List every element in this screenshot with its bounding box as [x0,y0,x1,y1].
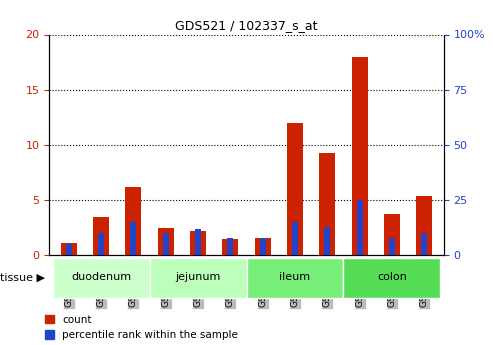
Title: GDS521 / 102337_s_at: GDS521 / 102337_s_at [175,19,318,32]
Bar [260,238,266,255]
Text: GSM13166: GSM13166 [161,258,170,307]
Bar [190,231,206,255]
Bar [163,233,169,255]
Bar [61,243,77,255]
Bar [344,258,440,298]
Bar [93,217,109,255]
Bar [66,244,71,255]
Text: GSM13162: GSM13162 [129,258,138,307]
Text: GSM13168: GSM13168 [226,258,235,307]
Bar [352,57,368,255]
Text: GSM13163: GSM13163 [258,258,267,307]
Text: colon: colon [377,272,407,282]
Text: GSM13157: GSM13157 [355,258,364,307]
Text: GSM13165: GSM13165 [323,258,332,307]
Bar [357,200,362,255]
Bar [53,258,149,298]
Bar [287,123,303,255]
Text: GSM13158: GSM13158 [387,258,396,307]
Text: ileum: ileum [280,272,311,282]
Bar [319,152,335,255]
Text: GSM13159: GSM13159 [420,258,429,307]
Text: GSM13160: GSM13160 [64,258,73,307]
Text: jejunum: jejunum [176,272,221,282]
Bar [222,239,239,255]
Bar [254,238,271,255]
Bar [384,215,400,255]
Text: GSM13167: GSM13167 [194,258,203,307]
Bar [158,228,174,255]
Text: GSM13164: GSM13164 [290,258,299,307]
Bar [227,238,233,255]
Bar [149,258,246,298]
Bar [98,233,104,255]
Bar [292,222,298,255]
Bar [389,238,395,255]
Bar [131,222,136,255]
Bar [422,233,427,255]
Text: tissue ▶: tissue ▶ [0,273,45,283]
Text: GSM13161: GSM13161 [97,258,106,307]
Bar [416,196,432,255]
Bar [246,258,344,298]
Bar [125,187,141,255]
Text: duodenum: duodenum [71,272,131,282]
Bar [195,229,201,255]
Legend: count, percentile rank within the sample: count, percentile rank within the sample [45,315,238,340]
Bar [324,227,330,255]
